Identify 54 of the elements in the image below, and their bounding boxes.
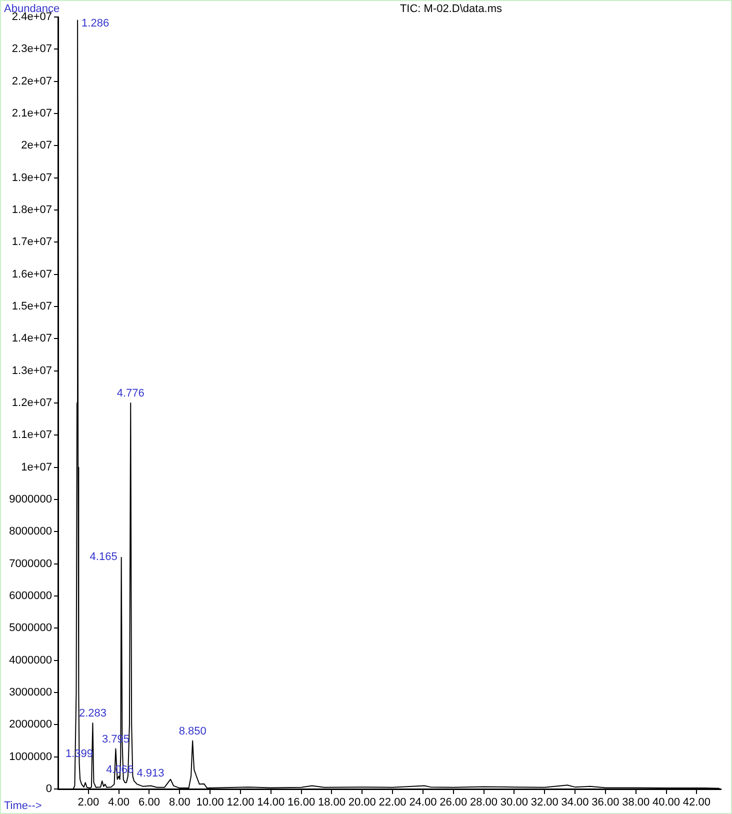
y-tick-label: 9000000 [9,494,52,506]
y-tick-label: 2.2e+07 [12,75,52,88]
x-tick-label: 2.00 [78,796,100,809]
annotation: 8.850 [178,725,206,738]
y-tick-label: 1.5e+07 [12,300,52,313]
x-tick-label: 36.00 [592,796,620,809]
x-tick-label: 38.00 [622,796,650,809]
annotation: 2.283 [78,708,106,720]
x-axis-title: Time--> [4,800,42,812]
annotation: 4.913 [136,768,164,780]
annotation: 1.286 [82,18,110,30]
x-tick-label: 42.00 [682,796,710,809]
x-tick-label: 26.00 [440,796,468,809]
y-tick-label: 6000000 [9,590,52,602]
y-tick-label: 3000000 [9,686,52,699]
y-tick-label: 2.4e+07 [12,11,52,24]
y-tick-label: 2.3e+07 [12,43,52,56]
x-tick-label: 34.00 [561,796,589,809]
x-tick-label: 20.00 [348,796,376,809]
y-tick-label: 1.9e+07 [12,172,52,184]
y-tick-label: 1.7e+07 [12,236,52,248]
y-tick-label: 5000000 [9,622,52,634]
y-tick-label: 1.6e+07 [12,268,52,280]
y-tick-label: 7000000 [9,558,52,570]
y-tick-label: 8000000 [9,526,52,538]
annotation: 4.165 [90,550,118,563]
y-tick-label: 1e+07 [21,461,52,474]
x-tick-label: 14.00 [257,796,285,809]
x-tick-label: 16.00 [288,796,316,809]
y-tick-label: 2.1e+07 [12,108,52,120]
y-tick-label: 2000000 [9,718,52,731]
y-tick-label: 1000000 [9,750,52,763]
x-tick-label: 40.00 [652,796,680,809]
x-tick-label: 24.00 [409,796,437,809]
x-tick-label: 32.00 [530,796,558,809]
x-tick-label: 18.00 [318,796,346,809]
x-tick-label: 10.00 [196,796,224,809]
y-tick-label: 1.3e+07 [12,364,52,377]
x-tick-label: 28.00 [470,796,498,809]
y-tick-label: 1.1e+07 [12,429,52,442]
y-tick-label: 1.8e+07 [12,204,52,216]
x-tick-label: 22.00 [378,796,406,809]
y-tick-label: 1.2e+07 [12,397,52,410]
x-tick-label: 4.00 [108,796,130,809]
annotation: 4.776 [116,388,144,400]
y-tick-label: 0 [46,783,52,796]
x-tick-label: 8.00 [168,796,190,809]
y-tick-label: 1.4e+07 [12,332,52,345]
x-tick-label: 30.00 [500,796,528,809]
chart-title: TIC: M-02.D\data.ms [398,3,504,15]
x-tick-label: 12.00 [226,796,254,809]
y-tick-label: 2e+07 [21,140,52,152]
x-tick-label: 6.00 [138,796,160,809]
y-tick-label: 4000000 [9,654,52,666]
